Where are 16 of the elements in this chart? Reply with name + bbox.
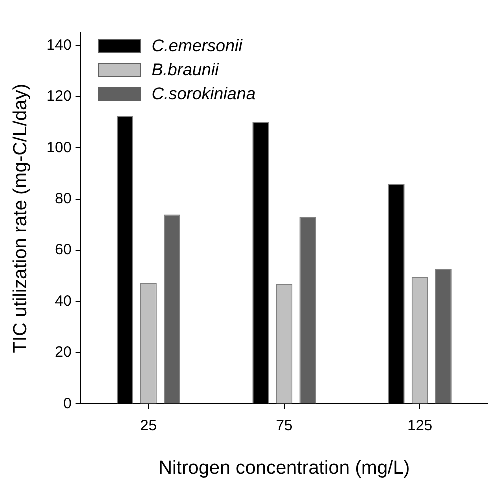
y-tick-label: 60 [55,242,72,259]
x-tick-label: 75 [276,417,293,434]
y-tick-label: 100 [46,139,72,156]
y-axis-title: TIC utilization rate (mg-C/L/day) [10,84,32,354]
y-tick-label: 120 [46,88,72,106]
x-axis-title: Nitrogen concentration (mg/L) [158,458,410,479]
legend-label: C.emersonii [152,36,244,56]
x-tick-label: 25 [140,417,158,434]
y-tick-label: 40 [55,292,72,310]
y-tick-label: 80 [55,190,72,208]
x-tick-label: 125 [408,417,433,434]
legend-label: B.braunii [152,60,220,80]
y-tick-label: 20 [55,344,72,362]
y-tick-label: 0 [63,395,72,412]
legend-label: C.sorokiniana [152,84,256,104]
y-tick-label: 140 [46,36,72,54]
